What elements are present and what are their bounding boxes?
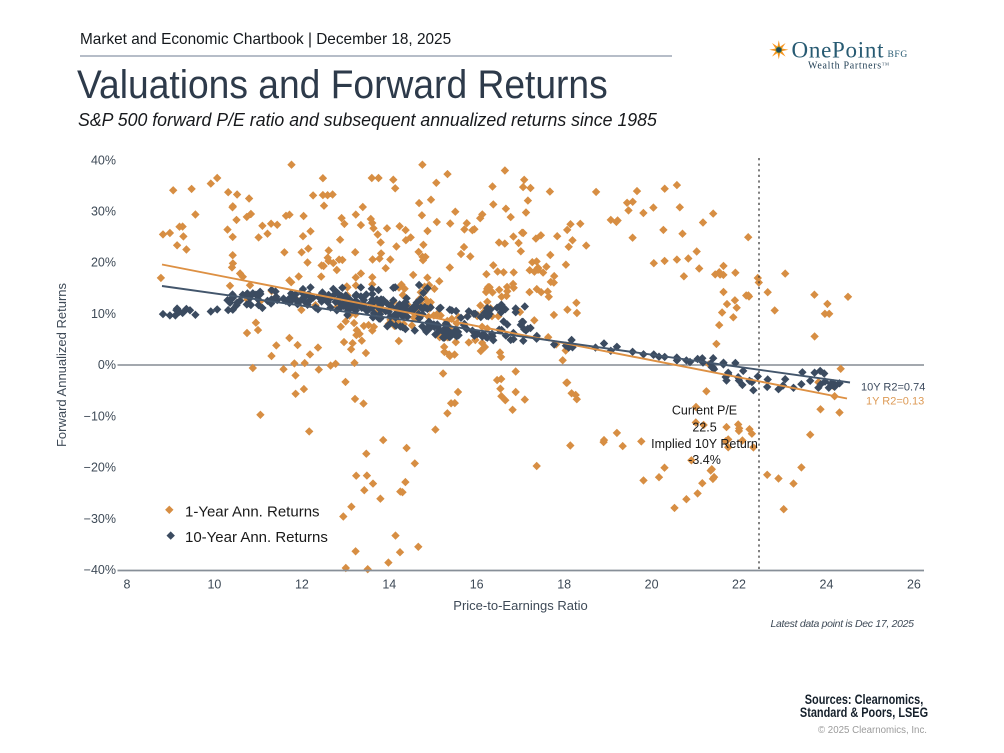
svg-text:10: 10 bbox=[207, 578, 221, 592]
svg-text:40%: 40% bbox=[91, 153, 116, 167]
svg-text:24: 24 bbox=[820, 578, 834, 592]
svg-text:−30%: −30% bbox=[84, 512, 116, 526]
svg-text:−20%: −20% bbox=[84, 461, 116, 475]
svg-text:1-Year Ann. Returns: 1-Year Ann. Returns bbox=[185, 504, 320, 521]
svg-text:20: 20 bbox=[645, 578, 659, 592]
svg-text:16: 16 bbox=[470, 578, 484, 592]
svg-text:Wealth PartnersTM: Wealth PartnersTM bbox=[808, 61, 890, 72]
svg-text:-3.4%: -3.4% bbox=[688, 453, 721, 467]
svg-text:10-Year Ann. Returns: 10-Year Ann. Returns bbox=[185, 529, 328, 546]
svg-text:26: 26 bbox=[907, 578, 921, 592]
svg-text:12: 12 bbox=[295, 578, 309, 592]
svg-text:OnePoint: OnePoint bbox=[792, 37, 885, 62]
svg-text:BFG: BFG bbox=[888, 50, 908, 60]
svg-text:10%: 10% bbox=[91, 307, 116, 321]
svg-text:Latest data point is Dec 17, 2: Latest data point is Dec 17, 2025 bbox=[771, 618, 915, 630]
svg-text:8: 8 bbox=[124, 578, 131, 592]
svg-text:14: 14 bbox=[382, 578, 396, 592]
svg-text:30%: 30% bbox=[91, 205, 116, 219]
svg-text:1Y R2=0.13: 1Y R2=0.13 bbox=[866, 396, 924, 408]
svg-text:20%: 20% bbox=[91, 256, 116, 270]
svg-text:22.5: 22.5 bbox=[692, 420, 716, 434]
svg-text:Implied 10Y Return: Implied 10Y Return bbox=[651, 437, 758, 451]
svg-text:Current P/E: Current P/E bbox=[672, 403, 737, 417]
svg-text:22: 22 bbox=[732, 578, 746, 592]
svg-text:10Y R2=0.74: 10Y R2=0.74 bbox=[861, 382, 925, 394]
svg-text:Price-to-Earnings Ratio: Price-to-Earnings Ratio bbox=[453, 598, 587, 613]
svg-text:−40%: −40% bbox=[84, 563, 116, 577]
svg-text:−10%: −10% bbox=[84, 409, 116, 423]
svg-text:Forward Annualized Returns: Forward Annualized Returns bbox=[54, 282, 69, 447]
svg-text:18: 18 bbox=[557, 578, 571, 592]
svg-text:0%: 0% bbox=[98, 358, 116, 372]
